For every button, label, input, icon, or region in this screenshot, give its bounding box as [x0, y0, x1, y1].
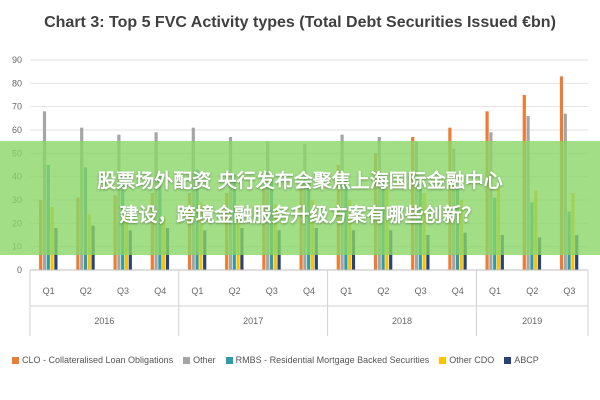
x-tick-label: Q2 — [229, 286, 241, 296]
x-tick-label: Q1 — [43, 286, 55, 296]
group-label: 2018 — [392, 316, 412, 326]
x-axis: Q1 Q2 Q3 Q4 Q1 Q2 Q3 Q4 Q1 Q2 Q3 Q4 Q1 Q2 Q3 2016 2017 20… — [29, 269, 589, 336]
legend-swatch — [183, 356, 191, 364]
x-tick-label: Q4 — [154, 286, 166, 296]
x-tick-label: Q1 — [340, 286, 352, 296]
legend-label: CLO - Collateralised Loan Obligations — [22, 355, 174, 365]
chart-title: Chart 3: Top 5 FVC Activity types (Total… — [44, 14, 556, 31]
group-label: 2019 — [522, 316, 542, 326]
y-tick-label: 80 — [12, 78, 22, 88]
chart-legend: CLO - Collateralised Loan Obligations Oth… — [12, 352, 592, 368]
y-tick-label: 70 — [12, 102, 22, 112]
legend-swatch — [504, 356, 512, 364]
legend-item: CLO - Collateralised Loan Obligations — [12, 355, 173, 365]
legend-swatch — [439, 356, 447, 364]
legend-swatch — [12, 356, 19, 364]
headline-line-2: 建设，跨境金融服务升级方案有哪些创新？ — [119, 204, 481, 226]
x-tick-label: Q4 — [452, 286, 464, 296]
x-tick-label: Q3 — [117, 286, 129, 296]
x-tick-label: Q2 — [526, 286, 538, 296]
group-label: 2016 — [94, 316, 114, 326]
legend-label: RMBS - Residential Mortgage Backed Secur… — [235, 355, 430, 365]
legend-item: Other — [183, 355, 216, 365]
x-tick-label: Q4 — [303, 286, 315, 296]
x-tick-label: Q1 — [489, 286, 501, 296]
group-label: 2017 — [243, 316, 263, 326]
legend-label: ABCP — [514, 355, 539, 365]
x-tick-label: Q2 — [80, 286, 92, 296]
y-tick-label: 0 — [17, 265, 22, 275]
y-tick-label: 60 — [12, 125, 22, 135]
headline-banner[interactable]: 股票场外配资 央行发布会聚焦上海国际金融中心 建设，跨境金融服务升级方案有哪些创… — [0, 141, 600, 255]
legend-item: ABCP — [504, 355, 539, 365]
legend-swatch — [225, 356, 233, 364]
x-tick-label: Q3 — [415, 286, 427, 296]
legend-label: Other CDO — [449, 355, 495, 365]
legend-label: Other — [193, 355, 216, 365]
headline-line-1: 股票场外配资 央行发布会聚焦上海国际金融中心 — [97, 170, 503, 192]
legend-item: RMBS - Residential Mortgage Backed Secur… — [225, 355, 430, 365]
x-tick-label: Q3 — [266, 286, 278, 296]
legend-item: Other CDO — [439, 355, 494, 365]
x-tick-label: Q3 — [563, 286, 575, 296]
y-tick-label: 90 — [12, 55, 22, 65]
x-tick-label: Q1 — [191, 286, 203, 296]
x-tick-label: Q2 — [377, 286, 389, 296]
